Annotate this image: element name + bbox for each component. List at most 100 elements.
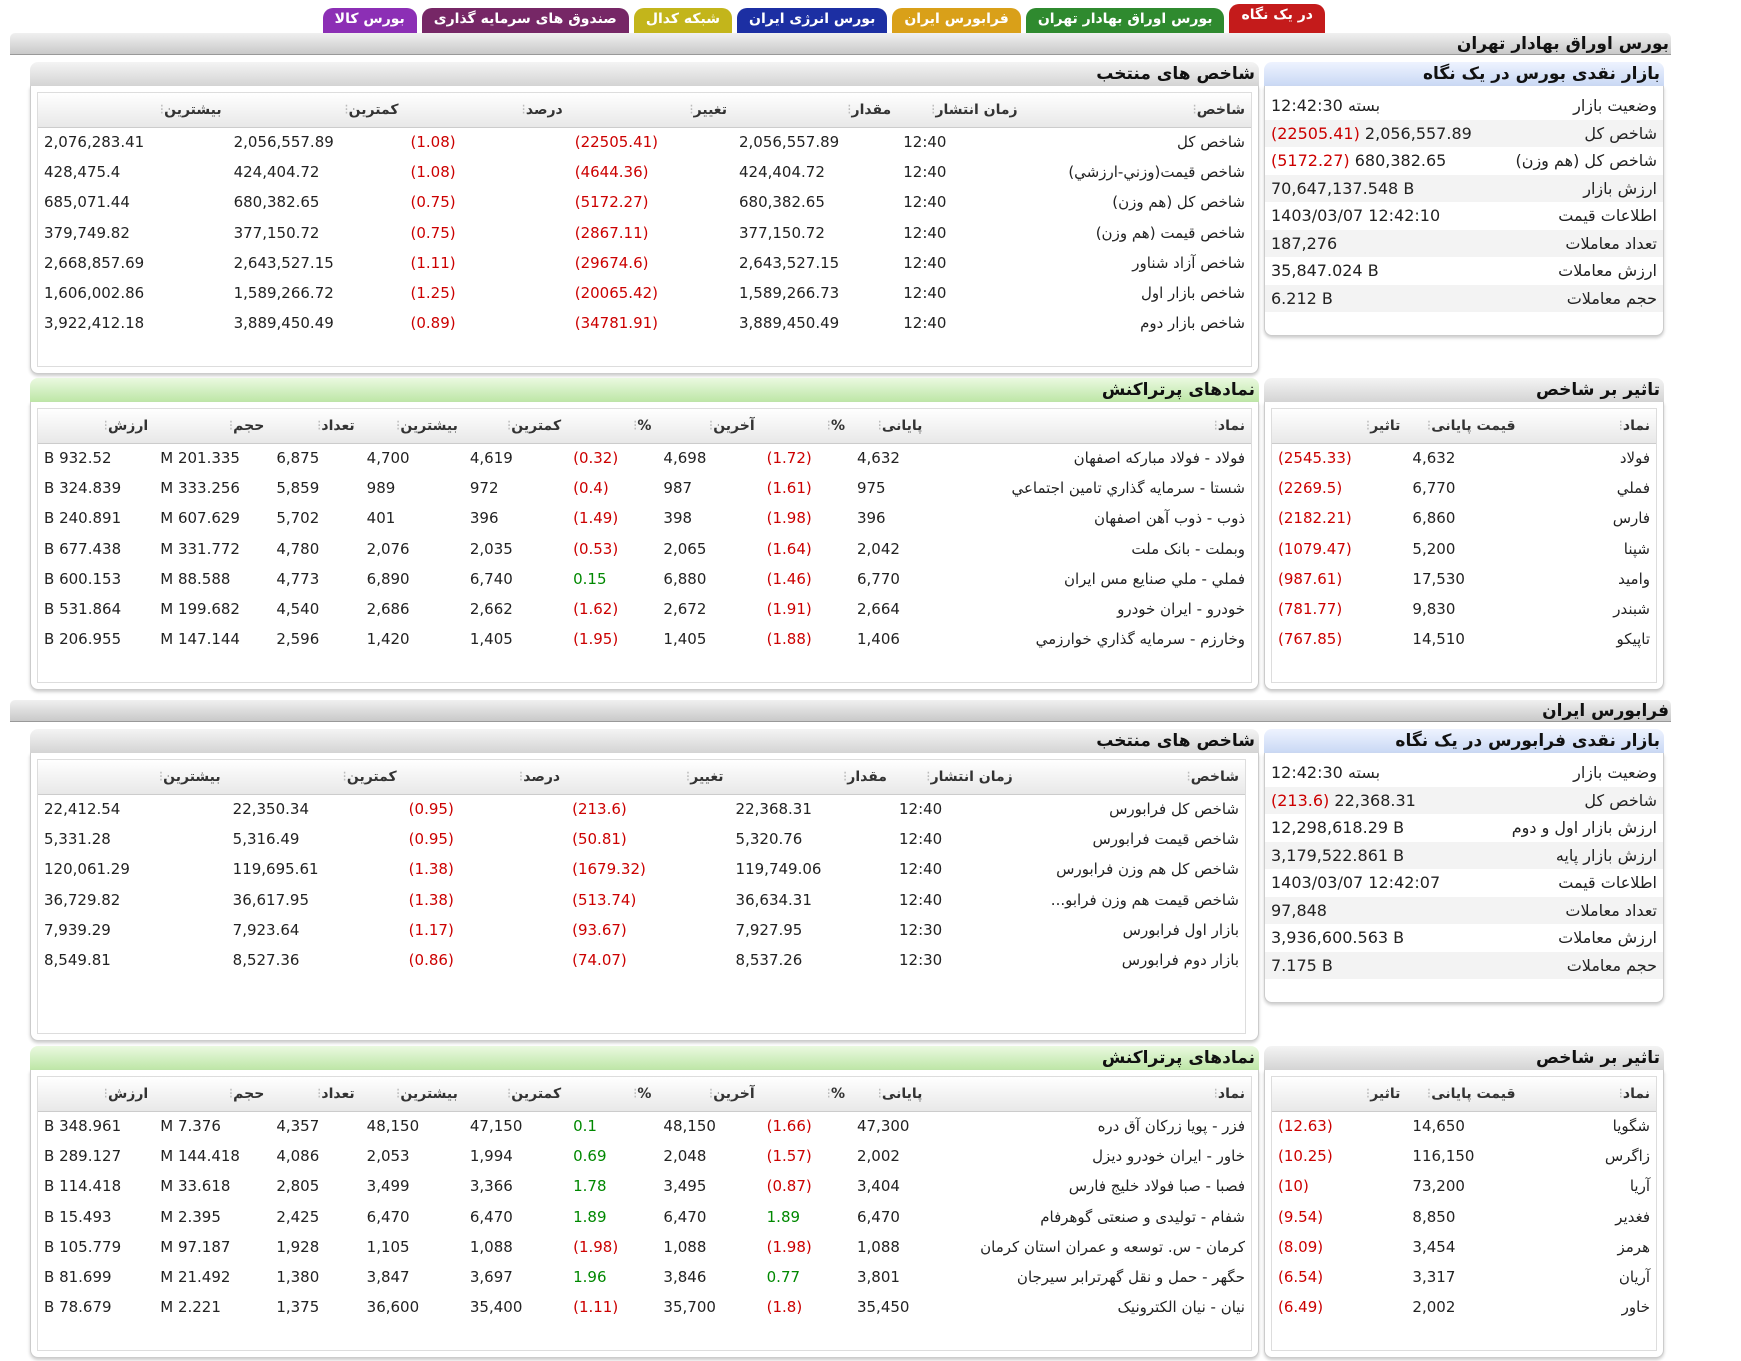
- tab-1[interactable]: بورس اوراق بهادار تهران: [1025, 8, 1225, 34]
- table-row[interactable]: شاخص کل فرابورس 12:40 22,368.31 (213.6) (0.9…: [38, 794, 1245, 824]
- table-row[interactable]: آریان 3,317 (6.54): [1272, 1262, 1656, 1292]
- column-header[interactable]: نماد⁝: [1521, 1077, 1656, 1112]
- tab-3[interactable]: بورس انرژی ایران: [737, 8, 888, 34]
- column-header[interactable]: نماد⁝: [928, 1077, 1251, 1112]
- column-header[interactable]: تعداد⁝: [270, 409, 361, 444]
- table-row[interactable]: شفام - تولیدی و صنعتی گوهرفام 6,470 1.89 6,…: [38, 1202, 1251, 1232]
- column-header[interactable]: %⁝: [760, 1077, 851, 1112]
- table-row[interactable]: شاخص آزاد شناور 12:40 2,643,527.15 (29674.6…: [38, 248, 1251, 278]
- column-header[interactable]: کمترین⁝: [463, 1077, 568, 1112]
- column-header[interactable]: بیشترین⁝: [38, 760, 227, 795]
- table-row[interactable]: خاور - ایران خودرو دیزل 2,002 (1.57) 2,048 0…: [38, 1141, 1251, 1171]
- tab-6[interactable]: بورس کالا: [322, 8, 417, 34]
- table-row[interactable]: شاخص قيمت (هم وزن) 12:40 377,150.72 (2867.1…: [38, 218, 1251, 248]
- column-header-label: تغییر: [690, 768, 724, 785]
- table-cell: 2,643,527.15: [233, 253, 334, 272]
- column-header[interactable]: حجم⁝: [154, 409, 271, 444]
- table-row[interactable]: فولاد - فولاد مباركه اصفهان 4,632 (1.72) 4,…: [38, 443, 1251, 473]
- column-header[interactable]: شاخص⁝: [1018, 760, 1245, 795]
- column-header[interactable]: %⁝: [567, 1077, 658, 1112]
- column-header[interactable]: ارزش⁝: [38, 409, 155, 444]
- table-row[interactable]: تاپیکو 14,510 (767.85): [1272, 624, 1656, 654]
- column-header[interactable]: زمان انتشار⁝: [897, 93, 1024, 128]
- table-row[interactable]: بازار اول فرابورس 12:30 7,927.95 (93.67) (1.…: [38, 915, 1245, 945]
- column-header[interactable]: مقدار⁝: [729, 760, 893, 795]
- table-row[interactable]: خودرو - ايران خودرو 2,664 (1.91) 2,672 (1.62…: [38, 594, 1251, 624]
- table-row[interactable]: ذوب - ذوب آهن اصفهان 396 (1.98) 398 (1.49) 39…: [38, 503, 1251, 533]
- table-row[interactable]: حگهر - حمل و نقل گهرترابر سیرجان 3,801 0.7…: [38, 1262, 1251, 1292]
- table-row[interactable]: فصبا - صبا فولاد خلیج فارس 3,404 (0.87) 3,4…: [38, 1171, 1251, 1201]
- table-row[interactable]: فزر - پویا زرکان آق دره 47,300 (1.66) 48,15…: [38, 1111, 1251, 1141]
- column-header[interactable]: بیشترین⁝: [38, 93, 228, 128]
- table-row[interactable]: وبملت - بانک ملت 2,042 (1.64) 2,065 (0.53) 2,…: [38, 534, 1251, 564]
- table-row[interactable]: نیان - نیان الکترونیک 35,450 (1.8) 35,700 (1…: [38, 1292, 1251, 1322]
- table-row[interactable]: شاخص بازار اول 12:40 1,589,266.73 (20065.42…: [38, 278, 1251, 308]
- table-row[interactable]: شاخص قيمت(وزني-ارزشي) 12:40 424,404.72 (464…: [38, 157, 1251, 187]
- column-header[interactable]: %⁝: [567, 409, 658, 444]
- tab-2[interactable]: فرابورس ایران: [892, 8, 1021, 34]
- tab-4[interactable]: شبکه کدال: [633, 8, 732, 34]
- tab-0[interactable]: در یک نگاه: [1229, 4, 1325, 34]
- column-header[interactable]: تاثیر⁝: [1272, 1077, 1407, 1112]
- column-header[interactable]: شاخص⁝: [1023, 93, 1251, 128]
- column-header[interactable]: تغییر⁝: [566, 760, 730, 795]
- table-row[interactable]: خاور 2,002 (6.49): [1272, 1292, 1656, 1322]
- column-header[interactable]: نماد⁝: [1521, 409, 1656, 444]
- column-header[interactable]: قیمت پایانی⁝: [1406, 409, 1522, 444]
- column-header[interactable]: درصد⁝: [402, 760, 567, 795]
- column-header[interactable]: آخرین⁝: [657, 1077, 761, 1112]
- table-cell: 14,510: [1412, 630, 1465, 649]
- table-row[interactable]: شاخص کل هم وزن فرابورس 12:40 119,749.06 (16…: [38, 854, 1245, 884]
- table-row[interactable]: زاگرس 116,150 (10.25): [1272, 1141, 1656, 1171]
- column-header[interactable]: مقدار⁝: [732, 93, 898, 128]
- column-header[interactable]: حجم⁝: [154, 1077, 271, 1112]
- column-header[interactable]: تاثیر⁝: [1272, 409, 1407, 444]
- table-cell: 2,643,527.15: [738, 253, 840, 272]
- column-header[interactable]: بیشترین⁝: [360, 1077, 464, 1112]
- table-row[interactable]: بازار دوم فرابورس 12:30 8,537.26 (74.07) (0.…: [38, 945, 1245, 975]
- table-cell: (0.53): [573, 539, 619, 558]
- table-row[interactable]: شاخص قیمت فرابورس 12:40 5,320.76 (50.81) (0.…: [38, 824, 1245, 854]
- table-row[interactable]: شستا - سرمايه گذاري تامين اجتماعي 975 (1.6…: [38, 473, 1251, 503]
- column-header[interactable]: آخرین⁝: [657, 409, 761, 444]
- table-cell: 424,404.72: [233, 163, 320, 182]
- table-row[interactable]: شگویا 14,650 (12.63): [1272, 1111, 1656, 1141]
- sort-icon: ⁝: [1365, 1085, 1371, 1102]
- table-row[interactable]: فملي - ملي صنايع مس ايران 6,770 (1.46) 6,88…: [38, 564, 1251, 594]
- column-header[interactable]: تعداد⁝: [270, 1077, 361, 1112]
- glance-number: 1403/03/07 12:42:10: [1271, 206, 1441, 226]
- table-row[interactable]: شبندر 9,830 (781.77): [1272, 594, 1656, 624]
- table-row[interactable]: شپنا 5,200 (1079.47): [1272, 534, 1656, 564]
- table-cell: 78.679 B: [44, 1298, 112, 1317]
- column-header[interactable]: کمترین⁝: [226, 760, 403, 795]
- column-header[interactable]: کمترین⁝: [463, 409, 568, 444]
- table-row[interactable]: آریا 73,200 (10): [1272, 1171, 1656, 1201]
- column-header[interactable]: پایانی⁝: [850, 409, 929, 444]
- table-row[interactable]: فملي 6,770 (2269.5): [1272, 473, 1656, 503]
- glance-value: بسته 12:42:30: [1265, 759, 1496, 787]
- column-header[interactable]: پایانی⁝: [850, 1077, 929, 1112]
- table-row[interactable]: شاخص قیمت هم وزن فرابو... 12:40 36,634.31 (…: [38, 885, 1245, 915]
- tehran-active-panel: نماد⁝ پایانی⁝ %⁝ آخرین⁝ %⁝ کمترین⁝ بیشترین⁝ تعد…: [30, 402, 1259, 690]
- table-row[interactable]: شاخص کل 12:40 2,056,557.89 (22505.41) (1.08)…: [38, 127, 1251, 157]
- column-header[interactable]: قیمت پایانی⁝: [1406, 1077, 1522, 1112]
- column-header[interactable]: درصد⁝: [404, 93, 569, 128]
- column-header[interactable]: تغییر⁝: [568, 93, 733, 128]
- table-row[interactable]: شاخص كل (هم وزن) 12:40 680,382.65 (5172.27)…: [38, 187, 1251, 217]
- table-row[interactable]: فارس 6,860 (2182.21): [1272, 503, 1656, 533]
- table-row[interactable]: شاخص بازار دوم 12:40 3,889,450.49 (34781.91…: [38, 308, 1251, 338]
- column-header[interactable]: کمترین⁝: [227, 93, 405, 128]
- column-header[interactable]: بیشترین⁝: [360, 409, 464, 444]
- table-row[interactable]: هرمز 3,454 (8.09): [1272, 1232, 1656, 1262]
- table-row[interactable]: وامید 17,530 (987.61): [1272, 564, 1656, 594]
- column-header[interactable]: نماد⁝: [928, 409, 1251, 444]
- tab-5[interactable]: صندوق های سرمایه گذاری: [421, 8, 629, 34]
- table-row[interactable]: کرمان - س. توسعه و عمران استان کرمان 1,08…: [38, 1232, 1251, 1262]
- table-row[interactable]: فولاد 4,632 (2545.33): [1272, 443, 1656, 473]
- table-row[interactable]: فغدیر 8,850 (9.54): [1272, 1202, 1656, 1232]
- table-cell: 8,850: [1412, 1207, 1456, 1226]
- column-header[interactable]: ارزش⁝: [38, 1077, 155, 1112]
- column-header[interactable]: %⁝: [760, 409, 851, 444]
- column-header[interactable]: زمان انتشار⁝: [892, 760, 1019, 795]
- table-row[interactable]: وخارزم - سرمايه گذاري خوارزمي 1,406 (1.88)…: [38, 624, 1251, 654]
